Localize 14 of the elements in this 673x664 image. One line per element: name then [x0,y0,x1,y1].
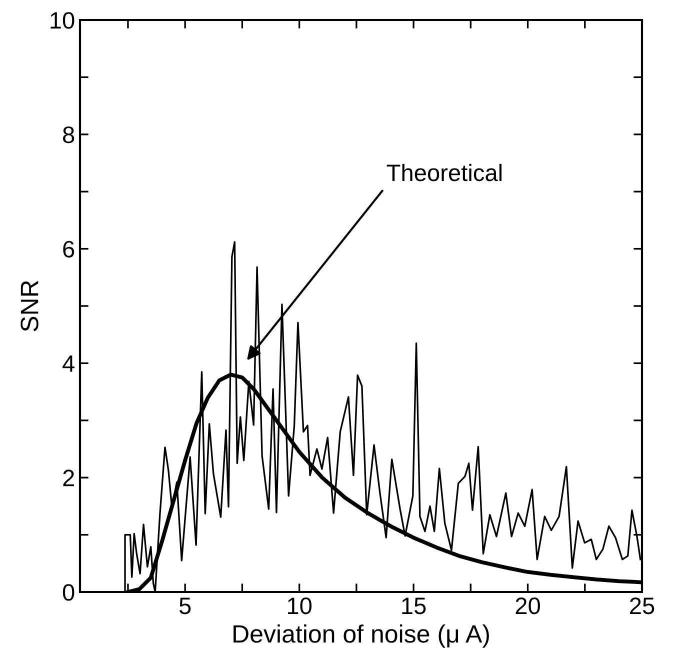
x-axis-title: Deviation of noise (μ A) [234,624,489,648]
y-tick-label: 10 [50,12,74,29]
y-tick-label: 0 [62,584,74,601]
x-tick-label: 20 [516,597,540,614]
y-tick-label: 8 [63,126,74,144]
x-tick-label: 5 [179,598,191,614]
x-tick-label: 10 [288,597,312,614]
y-tick-label: 6 [63,240,74,258]
y-tick-label: 2 [63,470,74,486]
annotation: Theoretical [386,164,502,182]
y-tick-label: 4 [62,356,74,372]
x-tick-label: 15 [402,598,426,614]
y-axis-title: SNR [20,280,38,332]
x-tick-label: 25 [630,597,654,614]
